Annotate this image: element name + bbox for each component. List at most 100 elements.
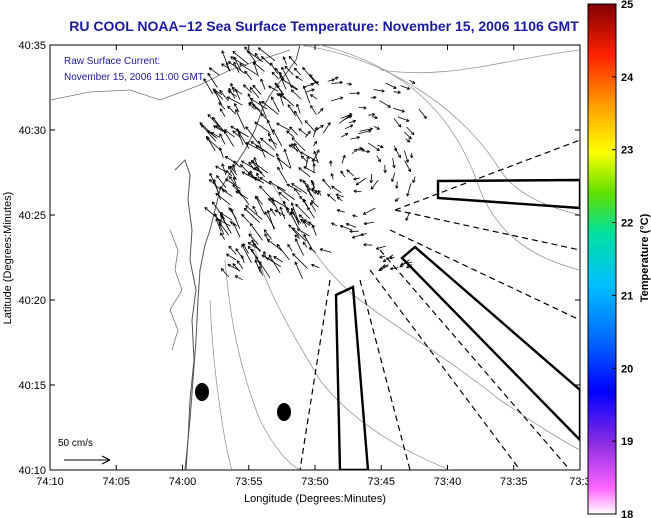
current-arrow [358, 106, 367, 110]
current-arrow [379, 255, 386, 259]
current-arrow [228, 207, 237, 220]
current-arrow [368, 112, 376, 117]
current-arrow [266, 119, 275, 135]
current-arrow [332, 76, 339, 81]
current-arrow [313, 140, 318, 147]
current-arrow [308, 247, 316, 253]
current-arrow [207, 72, 218, 88]
current-arrow [225, 253, 237, 261]
current-arrow [245, 126, 259, 144]
current-arrow [418, 108, 427, 119]
colorbar-tick-label: 20 [621, 363, 633, 375]
current-arrow [392, 158, 396, 169]
current-arrow [352, 214, 358, 218]
current-arrow [266, 257, 281, 267]
current-arrow [260, 137, 276, 151]
current-arrow [283, 148, 292, 169]
current-arrow [242, 243, 249, 254]
x-tick-label: 73:40 [434, 476, 462, 488]
current-arrow [241, 171, 259, 182]
current-arrow [276, 243, 290, 261]
current-arrow [249, 223, 263, 241]
current-arrow [340, 170, 346, 178]
y-tick-label: 40:20 [18, 295, 46, 307]
current-arrow [404, 131, 412, 140]
current-arrow [213, 179, 221, 201]
current-arrow [340, 113, 353, 119]
current-arrow [279, 75, 287, 90]
current-arrow [204, 207, 222, 222]
current-arrow [216, 175, 227, 189]
current-arrow [271, 71, 279, 80]
current-arrow [382, 254, 394, 263]
current-arrow [294, 261, 303, 280]
current-arrow [271, 96, 280, 113]
current-arrow [330, 96, 344, 102]
current-arrow [250, 141, 269, 154]
x-tick-label: 74:05 [102, 476, 130, 488]
current-arrow [405, 211, 411, 221]
current-arrow [234, 88, 241, 100]
current-arrow [307, 188, 315, 201]
current-arrow [270, 62, 279, 75]
current-arrow [389, 266, 399, 271]
current-arrow [228, 245, 237, 255]
current-arrow [220, 268, 230, 278]
current-arrow [214, 213, 221, 224]
colorbar-label: Temperature (°C) [639, 213, 651, 302]
current-arrow [252, 61, 259, 77]
current-arrow [302, 220, 308, 228]
current-arrow [261, 56, 272, 66]
current-arrow [268, 85, 279, 92]
current-arrow [236, 260, 244, 269]
current-arrow [382, 264, 389, 268]
current-arrow [356, 146, 363, 151]
current-arrow [282, 56, 287, 65]
barrier-island [174, 159, 197, 470]
current-arrow [242, 84, 252, 94]
current-arrow [346, 82, 352, 86]
current-arrow [298, 214, 304, 219]
current-arrow [278, 92, 284, 106]
buoy-marker [195, 383, 209, 401]
current-arrow [296, 103, 301, 114]
current-arrow [310, 200, 319, 208]
current-arrow [252, 84, 262, 95]
current-arrow [305, 155, 310, 168]
current-arrow [404, 160, 411, 173]
current-arrow [210, 131, 221, 138]
current-arrow [303, 198, 309, 208]
x-tick-label: 73:55 [235, 476, 263, 488]
current-arrow [244, 46, 257, 63]
current-arrow [249, 87, 260, 99]
current-arrow [310, 105, 317, 116]
current-arrow [368, 142, 380, 151]
current-arrow [218, 219, 231, 227]
current-arrow [369, 173, 373, 184]
current-arrow [336, 196, 343, 202]
current-arrow [257, 47, 276, 62]
current-arrow [331, 222, 338, 227]
current-arrow [259, 177, 272, 186]
current-arrow [220, 213, 230, 230]
y-tick-label: 40:35 [18, 40, 46, 52]
current-arrow [276, 84, 283, 95]
current-arrow [311, 187, 320, 196]
current-arrow [234, 275, 243, 281]
current-arrow [294, 238, 304, 256]
current-arrow [341, 154, 346, 164]
current-arrow [383, 165, 387, 174]
current-arrow [235, 109, 246, 130]
current-arrow [240, 255, 245, 264]
current-arrow [392, 107, 405, 113]
current-arrow [254, 121, 271, 134]
current-arrow [291, 137, 306, 152]
current-arrow [227, 263, 240, 271]
current-arrow [295, 75, 303, 82]
current-arrow [258, 100, 267, 118]
current-arrow [341, 132, 349, 138]
current-arrow [206, 137, 222, 152]
current-arrow [395, 148, 402, 159]
current-arrow [207, 114, 221, 128]
